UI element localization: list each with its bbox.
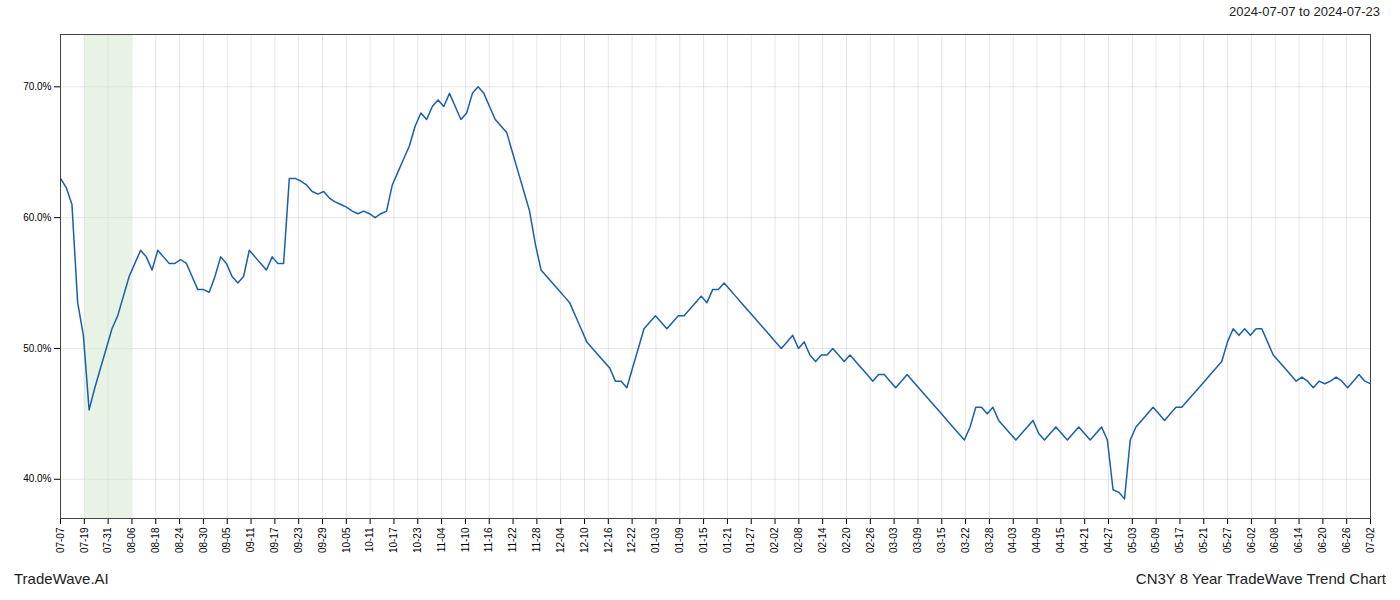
svg-text:04-27: 04-27 bbox=[1103, 527, 1114, 553]
svg-text:50.0%: 50.0% bbox=[23, 343, 51, 354]
svg-text:09-11: 09-11 bbox=[245, 527, 256, 552]
svg-text:05-03: 05-03 bbox=[1127, 527, 1138, 553]
svg-text:12-04: 12-04 bbox=[555, 527, 566, 553]
svg-text:07-02: 07-02 bbox=[1365, 527, 1376, 553]
svg-text:03-22: 03-22 bbox=[960, 527, 971, 553]
svg-text:04-03: 04-03 bbox=[1007, 527, 1018, 553]
svg-text:10-11: 10-11 bbox=[364, 527, 375, 552]
svg-text:08-24: 08-24 bbox=[174, 527, 185, 553]
svg-text:01-27: 01-27 bbox=[745, 527, 756, 553]
svg-text:09-29: 09-29 bbox=[317, 527, 328, 553]
svg-text:10-23: 10-23 bbox=[412, 527, 423, 553]
svg-text:01-09: 01-09 bbox=[674, 527, 685, 553]
svg-text:07-31: 07-31 bbox=[102, 527, 113, 553]
svg-text:08-18: 08-18 bbox=[150, 527, 161, 553]
svg-text:09-05: 09-05 bbox=[221, 527, 232, 553]
svg-text:08-30: 08-30 bbox=[198, 527, 209, 553]
html-text:TradeWave.AI: TradeWave.AI bbox=[14, 570, 109, 587]
svg-text:11-28: 11-28 bbox=[531, 527, 542, 552]
svg-text:07-07: 07-07 bbox=[55, 527, 66, 553]
svg-text:10-05: 10-05 bbox=[341, 527, 352, 553]
svg-text:02-20: 02-20 bbox=[841, 527, 852, 553]
svg-text:05-09: 05-09 bbox=[1150, 527, 1161, 553]
svg-text:02-14: 02-14 bbox=[817, 527, 828, 553]
svg-text:05-21: 05-21 bbox=[1198, 527, 1209, 553]
svg-text:03-28: 03-28 bbox=[984, 527, 995, 553]
svg-text:03-09: 03-09 bbox=[912, 527, 923, 553]
svg-text:10-17: 10-17 bbox=[388, 527, 399, 553]
svg-text:04-15: 04-15 bbox=[1055, 527, 1066, 553]
svg-text:11-10: 11-10 bbox=[460, 527, 471, 552]
svg-text:03-03: 03-03 bbox=[888, 527, 899, 553]
svg-text:01-15: 01-15 bbox=[698, 527, 709, 553]
svg-text:05-27: 05-27 bbox=[1222, 527, 1233, 553]
svg-text:60.0%: 60.0% bbox=[23, 212, 51, 223]
html-text:CN3Y 8 Year TradeWave Trend Ch: CN3Y 8 Year TradeWave Trend Chart bbox=[1135, 570, 1386, 587]
svg-text:06-08: 06-08 bbox=[1269, 527, 1280, 553]
svg-text:09-23: 09-23 bbox=[293, 527, 304, 553]
svg-text:12-10: 12-10 bbox=[579, 527, 590, 553]
svg-text:06-20: 06-20 bbox=[1317, 527, 1328, 553]
svg-text:01-21: 01-21 bbox=[722, 527, 733, 553]
svg-text:07-19: 07-19 bbox=[79, 527, 90, 553]
svg-text:09-17: 09-17 bbox=[269, 527, 280, 553]
svg-text:06-26: 06-26 bbox=[1341, 527, 1352, 553]
svg-text:06-02: 06-02 bbox=[1246, 527, 1257, 553]
svg-text:04-21: 04-21 bbox=[1079, 527, 1090, 553]
svg-text:11-22: 11-22 bbox=[507, 527, 518, 552]
svg-text:01-03: 01-03 bbox=[650, 527, 661, 553]
html-text:2024-07-07 to 2024-07-23: 2024-07-07 to 2024-07-23 bbox=[1228, 4, 1380, 19]
svg-text:08-06: 08-06 bbox=[126, 527, 137, 553]
svg-text:02-26: 02-26 bbox=[865, 527, 876, 553]
svg-text:03-15: 03-15 bbox=[936, 527, 947, 553]
svg-text:02-08: 02-08 bbox=[793, 527, 804, 553]
svg-text:11-16: 11-16 bbox=[483, 527, 494, 552]
svg-text:40.0%: 40.0% bbox=[23, 473, 51, 484]
svg-text:04-09: 04-09 bbox=[1031, 527, 1042, 553]
svg-text:12-22: 12-22 bbox=[626, 527, 637, 553]
svg-text:06-14: 06-14 bbox=[1293, 527, 1304, 553]
svg-text:12-16: 12-16 bbox=[603, 527, 614, 553]
svg-text:11-04: 11-04 bbox=[436, 527, 447, 552]
svg-text:02-02: 02-02 bbox=[769, 527, 780, 553]
svg-text:05-17: 05-17 bbox=[1174, 527, 1185, 553]
svg-text:70.0%: 70.0% bbox=[23, 81, 51, 92]
